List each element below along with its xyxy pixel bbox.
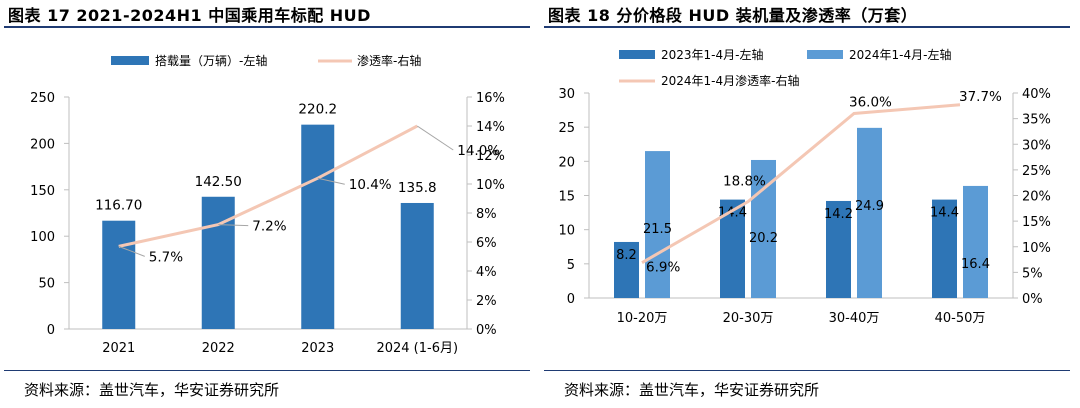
x-tick-label: 40-50万 [935, 311, 986, 326]
rate-value-label: 37.7% [959, 89, 1002, 105]
y-tick-label-right: 35% [1022, 113, 1051, 128]
bar-value-label: 220.2 [298, 102, 337, 118]
y-tick-label-right: 8% [476, 207, 497, 222]
bar [826, 200, 851, 298]
y-tick-label-right: 12% [476, 149, 505, 164]
label-leader-line [317, 177, 345, 185]
chart-svg-right: 2023年1-4月-左轴 2024年1-4月-左轴 2024年1-4月渗透率-右轴 0… [558, 47, 1051, 326]
rate-value-label: 5.7% [149, 249, 183, 265]
bar-value-label: 14.2 [824, 207, 853, 222]
y-tick-label-left: 200 [30, 137, 55, 152]
bar-value-label: 8.2 [616, 248, 637, 263]
y-tick-label-left: 15 [558, 190, 575, 205]
legend-swatch-bar [807, 50, 843, 59]
y-tick-label-right: 25% [1022, 164, 1051, 179]
bar [963, 185, 988, 298]
bar [857, 127, 882, 298]
bar [614, 241, 639, 298]
rate-value-label: 14.0% [457, 143, 500, 159]
y-tick-label-right: 40% [1022, 87, 1051, 102]
y-tick-label-right: 5% [1022, 266, 1043, 281]
chart-title: 图表 17 2021-2024H1 中国乘用车标配 HUD [8, 6, 371, 25]
title-rule [544, 26, 1070, 28]
title-rule [4, 26, 530, 28]
chart-title: 图表 18 分价格段 HUD 装机量及渗透率（万套） [548, 6, 918, 25]
y-tick-label-left: 25 [558, 121, 575, 136]
y-tick-label-right: 0% [1022, 292, 1043, 307]
legend-label: 2023年1-4月-左轴 [661, 47, 763, 62]
rate-value-label: 18.8% [723, 174, 766, 190]
x-tick-label: 10-20万 [617, 311, 668, 326]
bar-value-label: 142.50 [195, 174, 242, 190]
bar-value-label: 20.2 [749, 231, 778, 246]
label-leader-line [218, 224, 249, 227]
bar-value-label: 116.70 [95, 198, 142, 214]
rate-line [118, 124, 418, 248]
rate-line [641, 103, 961, 264]
x-tick-label: 2023 [301, 341, 334, 356]
label-leader-line [118, 245, 145, 257]
y-tick-label-right: 4% [476, 265, 497, 280]
y-tick-label-left: 100 [30, 230, 55, 245]
y-tick-label-right: 10% [476, 178, 505, 193]
bar-value-label: 14.4 [718, 206, 747, 221]
y-tick-label-left: 0 [567, 292, 575, 307]
y-tick-label-right: 10% [1022, 241, 1051, 256]
bar-value-label: 16.4 [961, 257, 990, 272]
label-leader-line [416, 125, 454, 151]
chart-panel-left: 图表 17 2021-2024H1 中国乘用车标配 HUD 搭载量（万辆）-左轴… [4, 6, 530, 399]
x-tick-label: 20-30万 [723, 311, 774, 326]
legend-swatch-bar [111, 56, 149, 65]
bar [932, 199, 957, 298]
y-tick-label-right: 0% [476, 323, 497, 338]
x-tick-label: 2021 [102, 341, 135, 356]
x-tick-label: 2024 (1-6月) [376, 341, 458, 356]
x-tick-label: 2022 [202, 341, 235, 356]
bar [102, 220, 136, 329]
y-tick-label-left: 50 [38, 277, 55, 292]
y-tick-label-right: 2% [476, 294, 497, 309]
bar-value-label: 14.4 [930, 206, 959, 221]
source-rule [4, 370, 530, 371]
bar [201, 196, 235, 329]
legend-label: 渗透率-右轴 [357, 53, 421, 68]
bar [645, 151, 670, 298]
y-tick-label-left: 150 [30, 184, 55, 199]
y-tick-label-right: 6% [476, 236, 497, 251]
legend-swatch-bar [619, 50, 655, 59]
y-tick-label-left: 10 [558, 224, 575, 239]
rate-value-label: 7.2% [252, 219, 286, 235]
rate-value-label: 36.0% [849, 95, 892, 111]
bar-value-label: 24.9 [855, 199, 884, 214]
y-tick-label-left: 30 [558, 87, 575, 102]
bar-value-label: 21.5 [643, 222, 672, 237]
bar [301, 124, 335, 329]
y-tick-label-right: 15% [1022, 215, 1051, 230]
rate-value-label: 6.9% [646, 260, 680, 276]
chart-source: 资料来源：盖世汽车，华安证券研究所 [24, 381, 280, 399]
source-rule [544, 370, 1070, 371]
y-tick-label-left: 20 [558, 155, 575, 170]
y-tick-label-right: 16% [476, 91, 505, 106]
y-tick-label-left: 250 [30, 91, 55, 106]
y-tick-label-left: 5 [567, 258, 575, 273]
y-tick-label-left: 0 [47, 323, 55, 338]
legend-label: 搭载量（万辆）-左轴 [155, 53, 267, 68]
y-tick-label-right: 30% [1022, 138, 1051, 153]
chart-panel-right: 图表 18 分价格段 HUD 装机量及渗透率（万套） 2023年1-4月-左轴 2… [540, 0, 1080, 408]
legend-label: 2024年1-4月-左轴 [849, 47, 951, 62]
chart-source: 资料来源：盖世汽车，华安证券研究所 [564, 381, 820, 399]
legend-label: 2024年1-4月渗透率-右轴 [661, 73, 799, 88]
y-tick-label-right: 14% [476, 120, 505, 135]
y-tick-label-right: 20% [1022, 190, 1051, 205]
rate-value-label: 10.4% [349, 177, 392, 193]
bar-value-label: 135.8 [398, 180, 437, 196]
x-tick-label: 30-40万 [829, 311, 880, 326]
chart-svg-left: 搭载量（万辆）-左轴 渗透率-右轴 0 50 100 150 200 250 0% 2% 4% 6% 8… [30, 53, 505, 356]
bar [400, 202, 434, 329]
